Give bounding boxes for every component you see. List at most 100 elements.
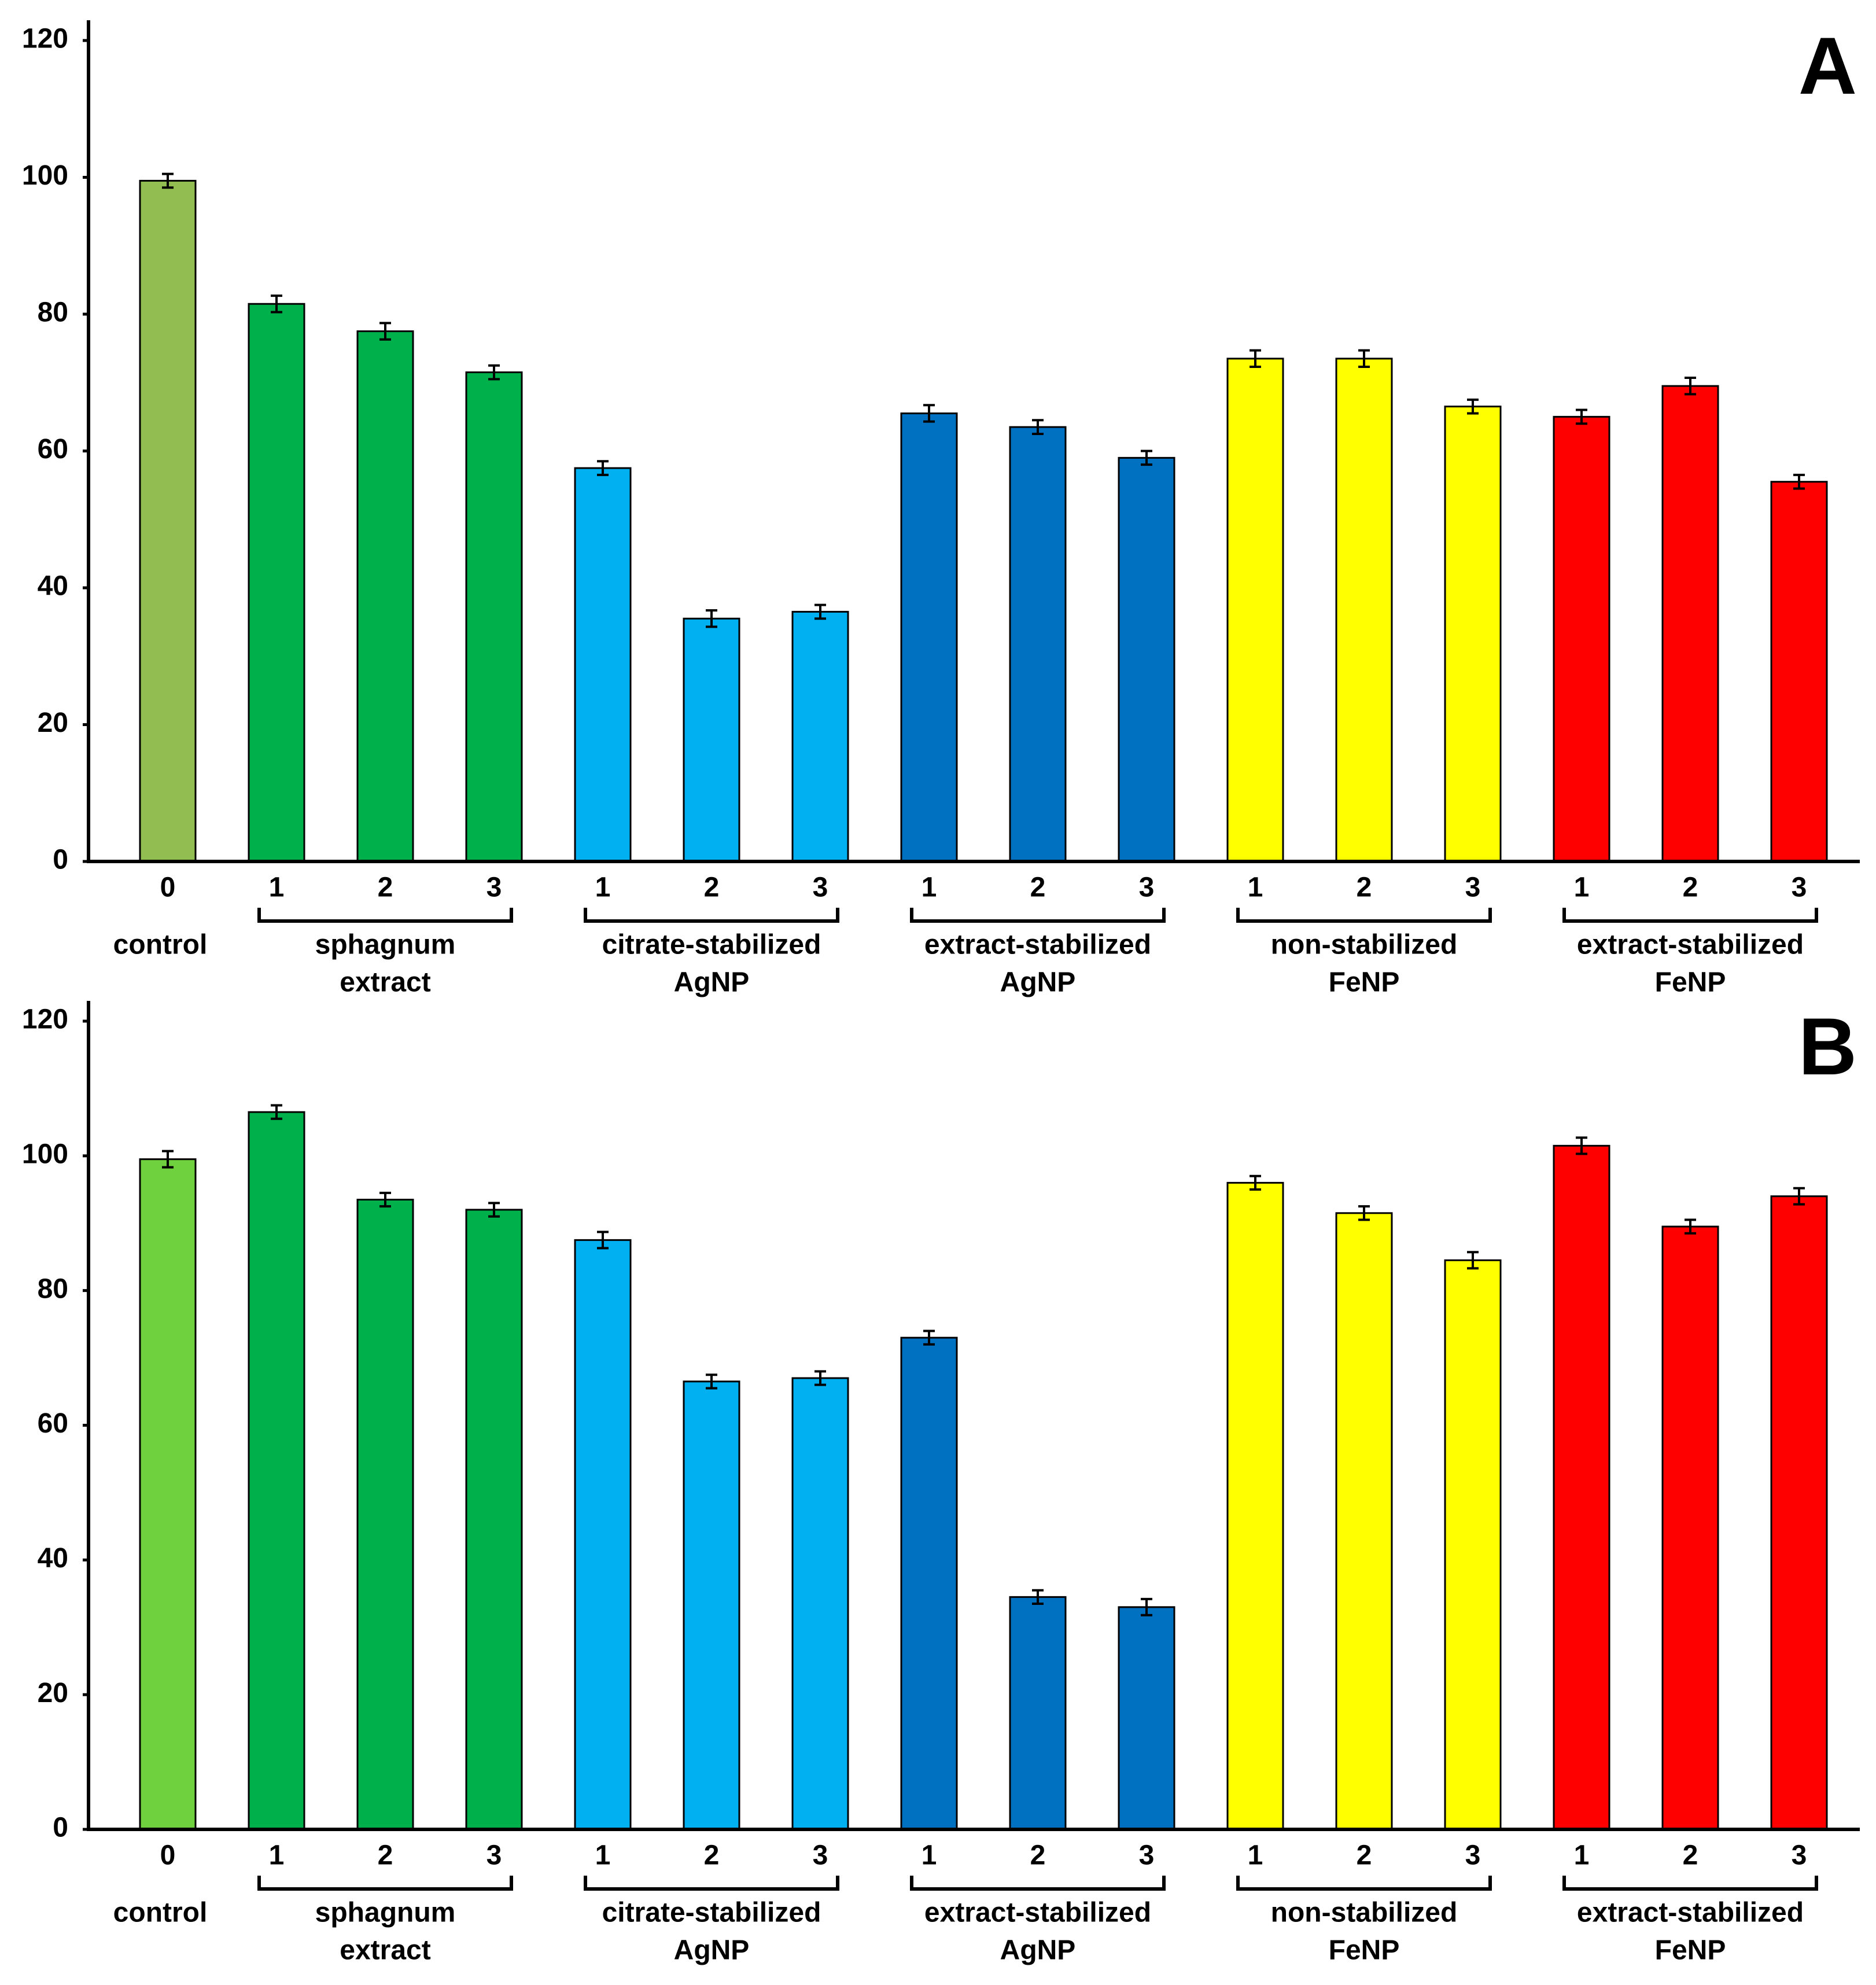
error-bar <box>271 1104 282 1120</box>
bar <box>248 303 305 863</box>
x-tick-label: 1 <box>269 1840 285 1871</box>
group-label: FeNP <box>1655 1935 1726 1966</box>
x-tick-label: 1 <box>922 872 937 903</box>
bar <box>1118 456 1175 863</box>
bar <box>139 1158 197 1831</box>
x-tick-label: 0 <box>160 1840 176 1871</box>
bar <box>1770 1195 1828 1831</box>
error-bar <box>706 609 717 628</box>
error-bar <box>271 294 282 314</box>
x-tick-label: 3 <box>1792 872 1807 903</box>
x-tick-label: 3 <box>1465 872 1481 903</box>
x-tick-label: 2 <box>378 872 393 903</box>
group-label: non-stabilized <box>1271 930 1458 960</box>
error-bar <box>162 172 174 189</box>
x-tick-label: 2 <box>704 872 720 903</box>
bar <box>574 467 632 863</box>
y-tick-label: 60 <box>38 434 68 465</box>
x-tick-label: 2 <box>1030 1840 1046 1871</box>
group-label: citrate-stabilized <box>602 930 821 960</box>
error-bar <box>488 364 500 381</box>
group-label: extract-stabilized <box>1577 1898 1804 1928</box>
error-bar <box>1576 408 1587 425</box>
group-label: extract-stabilized <box>924 1898 1151 1928</box>
x-tick-label: 2 <box>1683 872 1698 903</box>
group-bracket <box>1562 908 1818 923</box>
error-bar <box>379 322 391 341</box>
x-tick-label: 1 <box>1248 1840 1263 1871</box>
error-bar <box>488 1202 500 1218</box>
y-tick-label: 60 <box>38 1408 68 1439</box>
group-label: control <box>113 1898 208 1928</box>
error-bar <box>597 460 609 476</box>
y-tick-label: 100 <box>22 160 68 191</box>
bar <box>1009 426 1067 863</box>
group-label: AgNP <box>1000 967 1076 998</box>
bar <box>1770 481 1828 863</box>
x-tick-label: 0 <box>160 872 176 903</box>
bar <box>1661 1225 1719 1831</box>
panel-label: B <box>1798 1001 1857 1092</box>
x-tick-label: 2 <box>1683 1840 1698 1871</box>
error-bar <box>1467 1251 1479 1270</box>
y-tick-label: 80 <box>38 1273 68 1304</box>
group-label: FeNP <box>1655 967 1726 998</box>
error-bar <box>706 1373 717 1390</box>
error-bar <box>1685 1218 1696 1235</box>
x-tick-label: 3 <box>1139 872 1155 903</box>
bar <box>683 617 740 863</box>
y-tick-label: 0 <box>53 1813 68 1843</box>
panel-label: A <box>1798 20 1857 111</box>
bar <box>1335 358 1393 863</box>
x-tick-label: 3 <box>486 1840 502 1871</box>
x-tick-label: 3 <box>1465 1840 1481 1871</box>
error-bar <box>1032 1589 1044 1605</box>
error-bar <box>1685 376 1696 396</box>
group-label: sphagnum <box>315 930 456 960</box>
group-bracket <box>257 908 513 923</box>
bar <box>900 412 958 863</box>
group-label: control <box>113 930 208 960</box>
y-tick-label: 100 <box>22 1139 68 1170</box>
x-tick-label: 1 <box>1248 872 1263 903</box>
group-bracket <box>1562 1876 1818 1891</box>
error-bar <box>923 1330 935 1346</box>
x-tick-label: 1 <box>1574 872 1590 903</box>
x-tick-label: 2 <box>1030 872 1046 903</box>
x-tick-label: 3 <box>1792 1840 1807 1871</box>
bar <box>574 1239 632 1831</box>
group-label: extract-stabilized <box>924 930 1151 960</box>
group-label: extract <box>340 1935 430 1966</box>
bar <box>248 1111 305 1831</box>
group-bracket <box>584 1876 839 1891</box>
y-tick-label: 0 <box>53 845 68 875</box>
bar <box>1226 1181 1284 1831</box>
bar <box>900 1336 958 1831</box>
error-bar <box>379 1191 391 1208</box>
bar <box>1444 406 1502 863</box>
group-bracket <box>1236 908 1492 923</box>
bar <box>356 330 414 863</box>
group-label: AgNP <box>674 1935 750 1966</box>
error-bar <box>1576 1136 1587 1155</box>
group-bracket <box>910 1876 1166 1891</box>
error-bar <box>597 1231 609 1250</box>
x-tick-label: 1 <box>269 872 285 903</box>
bar <box>791 1377 849 1831</box>
x-tick-label: 3 <box>1139 1840 1155 1871</box>
group-label: non-stabilized <box>1271 1898 1458 1928</box>
bar <box>139 179 197 863</box>
group-label: FeNP <box>1329 967 1400 998</box>
y-tick-label: 20 <box>38 708 68 738</box>
x-tick-label: 2 <box>1357 872 1372 903</box>
y-tick-label: 20 <box>38 1678 68 1708</box>
error-bar <box>162 1150 174 1169</box>
y-tick-label: 40 <box>38 1543 68 1574</box>
error-bar <box>1141 1597 1152 1616</box>
x-tick-label: 1 <box>922 1840 937 1871</box>
bar <box>465 1209 523 1831</box>
bar <box>465 371 523 863</box>
y-tick-label: 120 <box>22 1004 68 1035</box>
error-bar <box>923 404 935 423</box>
